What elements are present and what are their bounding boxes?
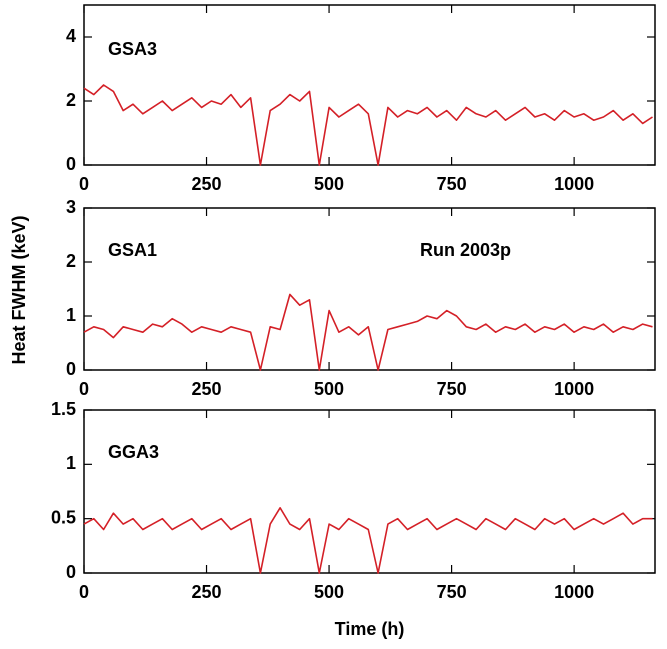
x-tick-label: 250 [192,174,222,194]
x-tick-label: 1000 [554,582,594,602]
y-tick-label: 1.5 [51,399,76,419]
x-tick-label: 250 [192,582,222,602]
y-axis-label: Heat FWHM (keV) [9,215,29,364]
x-tick-label: 500 [314,379,344,399]
x-tick-label: 250 [192,379,222,399]
y-tick-label: 4 [66,26,76,46]
annotation: Run 2003p [420,240,511,260]
series-line [83,84,653,166]
y-tick-label: 2 [66,90,76,110]
y-tick-label: 0.5 [51,507,76,527]
plot-frame [83,4,656,166]
x-axis-label: Time (h) [335,619,405,639]
x-tick-label: 0 [79,379,89,399]
y-tick-label: 0 [66,562,76,582]
y-tick-label: 3 [66,197,76,217]
annotation: GSA1 [108,240,157,260]
y-tick-label: 0 [66,154,76,174]
series-line [83,507,653,574]
y-tick-label: 0 [66,359,76,379]
x-tick-label: 0 [79,582,89,602]
plot-frame [83,207,656,371]
x-tick-label: 1000 [554,174,594,194]
x-tick-label: 750 [437,174,467,194]
x-tick-label: 750 [437,379,467,399]
x-tick-label: 1000 [554,379,594,399]
annotation: GSA3 [108,39,157,59]
x-tick-label: 750 [437,582,467,602]
plot-frame [83,409,656,574]
y-tick-label: 1 [66,453,76,473]
y-tick-label: 1 [66,305,76,325]
x-tick-label: 0 [79,174,89,194]
series-line [83,293,653,371]
x-tick-label: 500 [314,174,344,194]
y-tick-label: 2 [66,251,76,271]
x-tick-label: 500 [314,582,344,602]
annotation: GGA3 [108,442,159,462]
